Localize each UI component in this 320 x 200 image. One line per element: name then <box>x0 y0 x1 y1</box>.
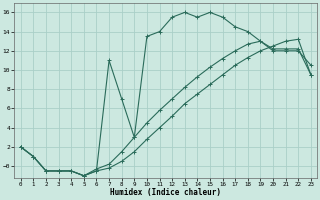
X-axis label: Humidex (Indice chaleur): Humidex (Indice chaleur) <box>110 188 221 197</box>
